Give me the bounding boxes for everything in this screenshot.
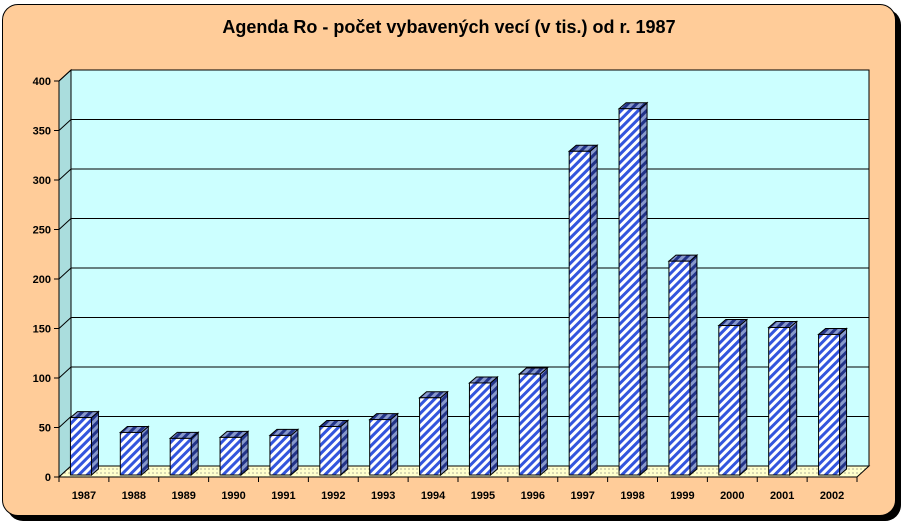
y-tick-label: 350 [33,126,51,138]
gridline [58,119,869,131]
bar-side [589,144,598,477]
x-tick-label: 2001 [770,490,794,502]
bar [169,437,192,476]
bar [468,382,491,476]
y-tick-label: 250 [33,225,51,237]
x-tick-label: 1989 [171,490,195,502]
x-tick-label: 1999 [670,490,694,502]
y-tick-label: 200 [33,274,51,286]
bar-side [340,419,349,477]
bar [518,373,541,476]
bar-side [639,101,648,477]
gridline [58,218,869,230]
bar [369,419,392,476]
x-tick-label: 1990 [221,490,245,502]
bar-side [489,375,498,477]
x-tick-label: 1996 [521,490,545,502]
bar-side [240,430,249,477]
x-tick-label: 1992 [321,490,345,502]
x-tick-label: 1997 [570,490,594,502]
bar-side [140,425,149,477]
gridline [58,366,869,379]
gridline [58,69,869,82]
bar-side [539,366,548,477]
bar [568,150,591,476]
x-tick-label: 1991 [271,490,295,502]
x-tick-label: 1994 [421,490,446,502]
bar [419,397,442,476]
x-tick-label: 1988 [122,490,146,502]
bar-side [689,254,698,477]
bar-side [739,318,748,477]
bar [269,434,292,476]
bar-side [440,390,449,477]
bar [618,108,641,476]
y-tick-label: 400 [33,76,51,88]
bar-side [90,410,99,477]
bar-side [789,320,798,477]
y-tick-label: 0 [45,472,51,484]
bar [119,431,142,476]
bar-side [390,412,399,477]
bar-side [290,428,299,477]
bar [668,260,691,476]
bar [319,426,342,476]
bar-side [190,431,199,477]
gridline [58,168,869,181]
bar [718,325,741,476]
y-tick-label: 150 [33,324,51,336]
bar [818,333,841,476]
x-tick-label: 1998 [620,490,644,502]
bar [768,327,791,476]
y-tick-label: 50 [39,423,51,435]
chart-title: Agenda Ro - počet vybavených vecí (v tis… [222,17,676,37]
bar [69,417,92,476]
gridline [58,317,869,329]
bar-side [839,327,848,477]
x-tick-label: 2000 [720,490,744,502]
x-tick-label: 1995 [471,490,495,502]
x-tick-label: 1987 [72,490,96,502]
x-tick-label: 2002 [820,490,844,502]
y-tick-label: 300 [33,175,51,187]
gridline [58,267,869,280]
y-tick-label: 100 [33,373,51,385]
bar [219,436,242,476]
x-tick-label: 1993 [371,490,395,502]
